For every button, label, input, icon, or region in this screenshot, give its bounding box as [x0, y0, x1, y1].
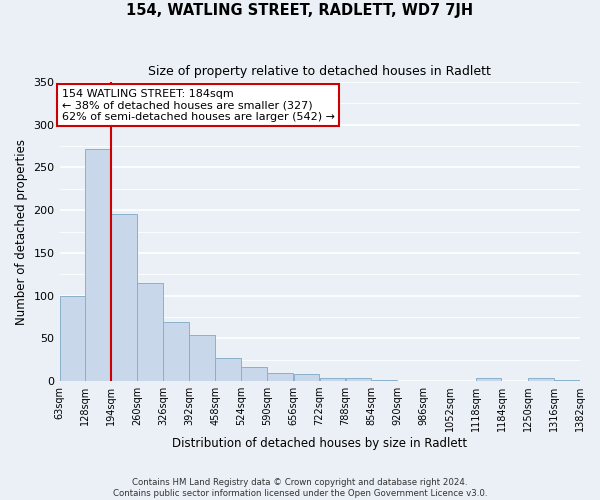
Bar	[215, 358, 241, 381]
Bar	[476, 378, 502, 381]
Bar	[293, 374, 319, 381]
Bar	[241, 368, 267, 381]
Text: Contains HM Land Registry data © Crown copyright and database right 2024.
Contai: Contains HM Land Registry data © Crown c…	[113, 478, 487, 498]
Bar	[371, 380, 397, 381]
Bar	[111, 214, 137, 381]
Title: Size of property relative to detached houses in Radlett: Size of property relative to detached ho…	[148, 65, 491, 78]
Bar	[163, 322, 189, 381]
Bar	[346, 378, 371, 381]
Bar	[190, 335, 215, 381]
Bar	[528, 378, 554, 381]
X-axis label: Distribution of detached houses by size in Radlett: Distribution of detached houses by size …	[172, 437, 467, 450]
Bar	[85, 148, 111, 381]
Bar	[554, 380, 580, 381]
Bar	[320, 378, 345, 381]
Bar	[268, 372, 293, 381]
Bar	[137, 283, 163, 381]
Text: 154, WATLING STREET, RADLETT, WD7 7JH: 154, WATLING STREET, RADLETT, WD7 7JH	[127, 2, 473, 18]
Text: 154 WATLING STREET: 184sqm
← 38% of detached houses are smaller (327)
62% of sem: 154 WATLING STREET: 184sqm ← 38% of deta…	[62, 89, 335, 122]
Bar	[59, 296, 85, 381]
Y-axis label: Number of detached properties: Number of detached properties	[15, 138, 28, 324]
